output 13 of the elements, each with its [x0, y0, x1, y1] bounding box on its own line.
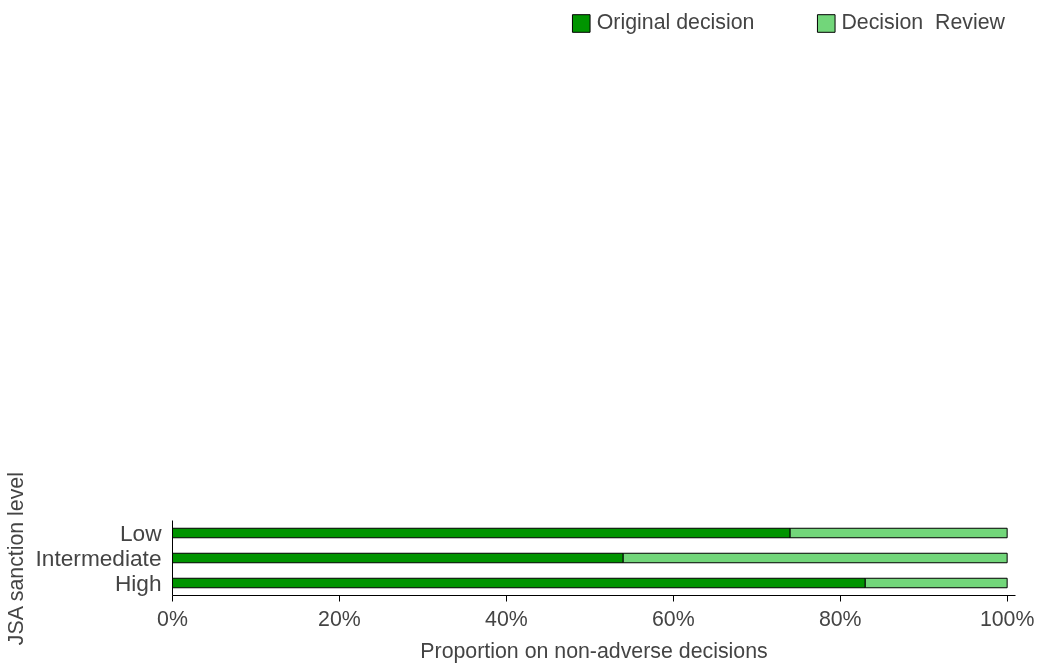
y-tick-label: Low	[119, 520, 163, 546]
y-tick-label: Intermediate	[35, 545, 162, 571]
x-tick-label: 60%	[651, 606, 695, 631]
x-tick-label: 40%	[485, 606, 528, 631]
x-tick-label: 80%	[818, 606, 862, 631]
x-tick-label: 20%	[318, 606, 361, 631]
y-tick-label: High	[114, 570, 162, 596]
legend-label: Decision Review	[841, 10, 1005, 35]
y-axis-title: JSA sanction level	[3, 472, 28, 646]
x-tick-label: 100%	[979, 606, 1035, 631]
x-axis-title: Proportion on non-adverse decisions	[420, 638, 768, 663]
legend-label: Original decision	[596, 10, 755, 35]
x-tick-label: 0%	[157, 606, 188, 631]
